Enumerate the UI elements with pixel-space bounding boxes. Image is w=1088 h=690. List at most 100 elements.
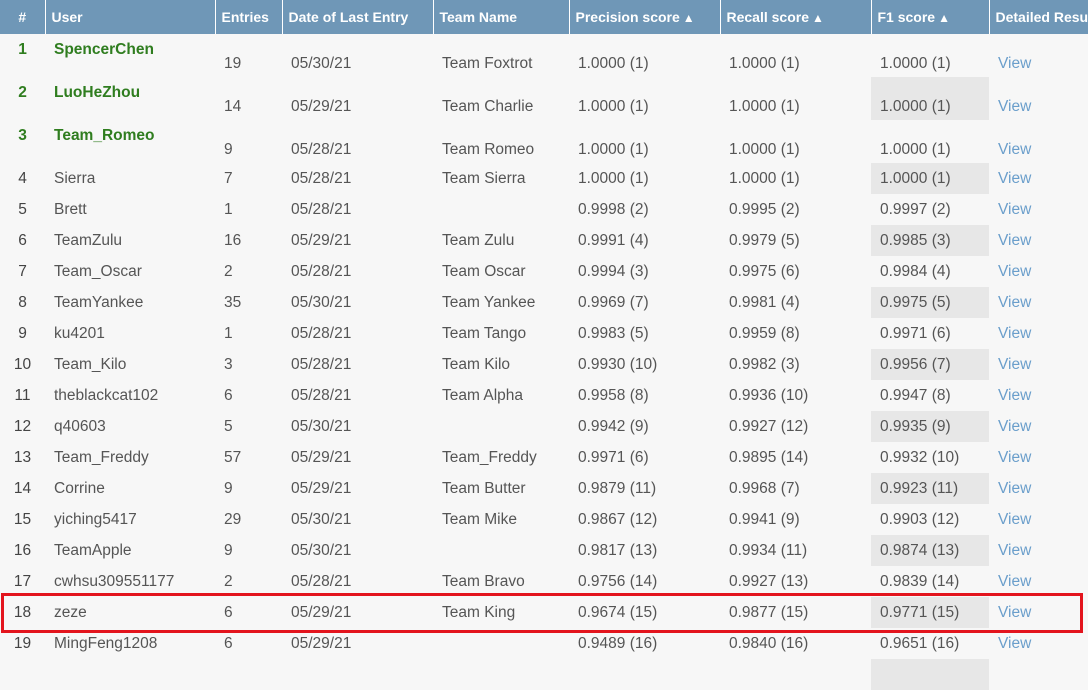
precision-cell: 1.0000 (1)	[578, 141, 649, 158]
rank-cell: 2	[18, 84, 27, 101]
col-header-f1[interactable]: F1 score ▲	[871, 0, 990, 34]
view-link[interactable]: View	[998, 55, 1032, 72]
entries-cell: 14	[224, 98, 242, 115]
rank-cell: 13	[13, 448, 32, 466]
precision-cell: 0.9958 (8)	[578, 386, 649, 404]
view-link[interactable]: View	[998, 98, 1032, 115]
team-name-cell: Team Mike	[442, 510, 517, 528]
rank-cell: 19	[13, 634, 32, 652]
view-link[interactable]: View	[998, 479, 1032, 497]
entries-cell: 3	[224, 355, 233, 373]
entries-cell: 1	[224, 324, 233, 342]
team-name-cell: Team Sierra	[442, 169, 526, 187]
user-cell: LuoHeZhou	[54, 84, 141, 101]
team-name-cell: Team Alpha	[442, 386, 523, 404]
recall-cell: 0.9840 (16)	[729, 634, 809, 652]
table-row: 9 ku4201 1 05/28/21 Team Tango 0.9983 (5) 0.99…	[0, 318, 1088, 349]
table-row: 10 Team_Kilo 3 05/28/21 Team Kilo 0.9930 (10)…	[0, 349, 1088, 380]
view-link[interactable]: View	[998, 541, 1032, 559]
team-name-cell	[433, 194, 569, 225]
precision-cell: 0.9489 (16)	[578, 634, 658, 652]
entries-cell: 19	[224, 55, 242, 72]
f1-cell: 1.0000 (1)	[880, 55, 951, 72]
f1-cell: 0.9932 (10)	[880, 448, 960, 466]
view-link[interactable]: View	[998, 634, 1032, 652]
date-cell: 05/29/21	[291, 479, 352, 497]
user-cell: Sierra	[54, 169, 96, 187]
recall-cell: 0.9934 (11)	[729, 541, 808, 559]
entries-cell: 1	[224, 200, 233, 218]
col-header-precision[interactable]: Precision score ▲	[569, 0, 721, 34]
table-row: 3 Team_Romeo 9 05/28/21 Team Romeo 1.0000 (1)…	[0, 120, 1088, 163]
col-header-recall[interactable]: Recall score ▲	[720, 0, 872, 34]
date-cell: 05/28/21	[291, 141, 352, 158]
view-link[interactable]: View	[998, 324, 1032, 342]
table-row: 8 TeamYankee 35 05/30/21 Team Yankee 0.9969 (…	[0, 287, 1088, 318]
entries-cell: 9	[224, 479, 233, 497]
recall-cell: 0.9941 (9)	[729, 510, 800, 528]
team-name-cell: Team Bravo	[442, 572, 525, 590]
view-link[interactable]: View	[998, 231, 1032, 249]
entries-cell: 6	[224, 634, 233, 652]
rank-cell: 16	[13, 541, 32, 559]
entries-cell: 2	[224, 262, 233, 280]
col-header-rank[interactable]: #	[0, 0, 46, 34]
view-link[interactable]: View	[998, 417, 1032, 435]
user-cell: Team_Kilo	[54, 355, 127, 373]
view-link[interactable]: View	[998, 141, 1032, 158]
f1-cell: 0.9971 (6)	[880, 324, 951, 342]
user-cell: MingFeng1208	[54, 634, 158, 652]
precision-cell: 0.9674 (15)	[578, 603, 658, 621]
view-link[interactable]: View	[998, 448, 1032, 466]
view-link[interactable]: View	[998, 293, 1032, 311]
precision-cell: 0.9969 (7)	[578, 293, 649, 311]
view-link[interactable]: View	[998, 355, 1032, 373]
col-header-team[interactable]: Team Name	[433, 0, 570, 34]
recall-cell: 1.0000 (1)	[729, 169, 800, 187]
col-header-detailed-results: Detailed Results	[989, 0, 1088, 34]
col-header-user[interactable]: User	[45, 0, 216, 34]
precision-cell: 0.9971 (6)	[578, 448, 649, 466]
col-header-date[interactable]: Date of Last Entry	[282, 0, 434, 34]
view-link[interactable]: View	[998, 169, 1032, 187]
view-link[interactable]: View	[998, 572, 1032, 590]
recall-cell: 0.9975 (6)	[729, 262, 800, 280]
rank-cell: 11	[14, 386, 31, 404]
table-row: 14 Corrine 9 05/29/21 Team Butter 0.9879 (11)…	[0, 473, 1088, 504]
user-cell: TeamApple	[54, 541, 132, 559]
date-cell: 05/30/21	[291, 510, 352, 528]
user-cell: TeamYankee	[54, 293, 144, 311]
table-row: 11 theblackcat102 6 05/28/21 Team Alpha 0.995…	[0, 380, 1088, 411]
sort-up-icon: ▲	[938, 11, 950, 25]
precision-cell: 0.9983 (5)	[578, 324, 649, 342]
table-row: 7 Team_Oscar 2 05/28/21 Team Oscar 0.9994 (3)…	[0, 256, 1088, 287]
date-cell: 05/29/21	[291, 98, 352, 115]
f1-cell: 0.9935 (9)	[871, 411, 989, 442]
f1-cell: 1.0000 (1)	[871, 163, 989, 194]
team-name-cell: Team Yankee	[442, 293, 536, 311]
rank-cell: 17	[13, 572, 32, 590]
precision-cell: 0.9879 (11)	[578, 479, 657, 497]
view-link[interactable]: View	[998, 200, 1032, 218]
team-name-cell: Team Charlie	[442, 98, 534, 115]
f1-cell: 0.9651 (16)	[880, 634, 960, 652]
f1-cell: 0.9956 (7)	[871, 349, 989, 380]
view-link[interactable]: View	[998, 603, 1032, 621]
team-name-cell	[433, 628, 569, 659]
view-link[interactable]: View	[998, 510, 1032, 528]
rank-cell: 8	[18, 293, 27, 311]
col-header-entries[interactable]: Entries	[215, 0, 283, 34]
f1-cell: 0.9923 (11)	[871, 473, 989, 504]
entries-cell: 6	[224, 603, 233, 621]
f1-cell: 1.0000 (1)	[880, 141, 951, 158]
rank-cell: 18	[13, 603, 32, 621]
date-cell: 05/29/21	[291, 634, 352, 652]
table-row: 18 zeze 6 05/29/21 Team King 0.9674 (15) 0.987…	[0, 597, 1088, 628]
view-link[interactable]: View	[998, 262, 1032, 280]
view-link[interactable]: View	[998, 386, 1032, 404]
user-cell: Team_Oscar	[54, 262, 142, 280]
rank-cell: 1	[18, 41, 27, 58]
f1-cell: 0.9975 (5)	[871, 287, 989, 318]
sort-up-icon: ▲	[682, 11, 695, 25]
